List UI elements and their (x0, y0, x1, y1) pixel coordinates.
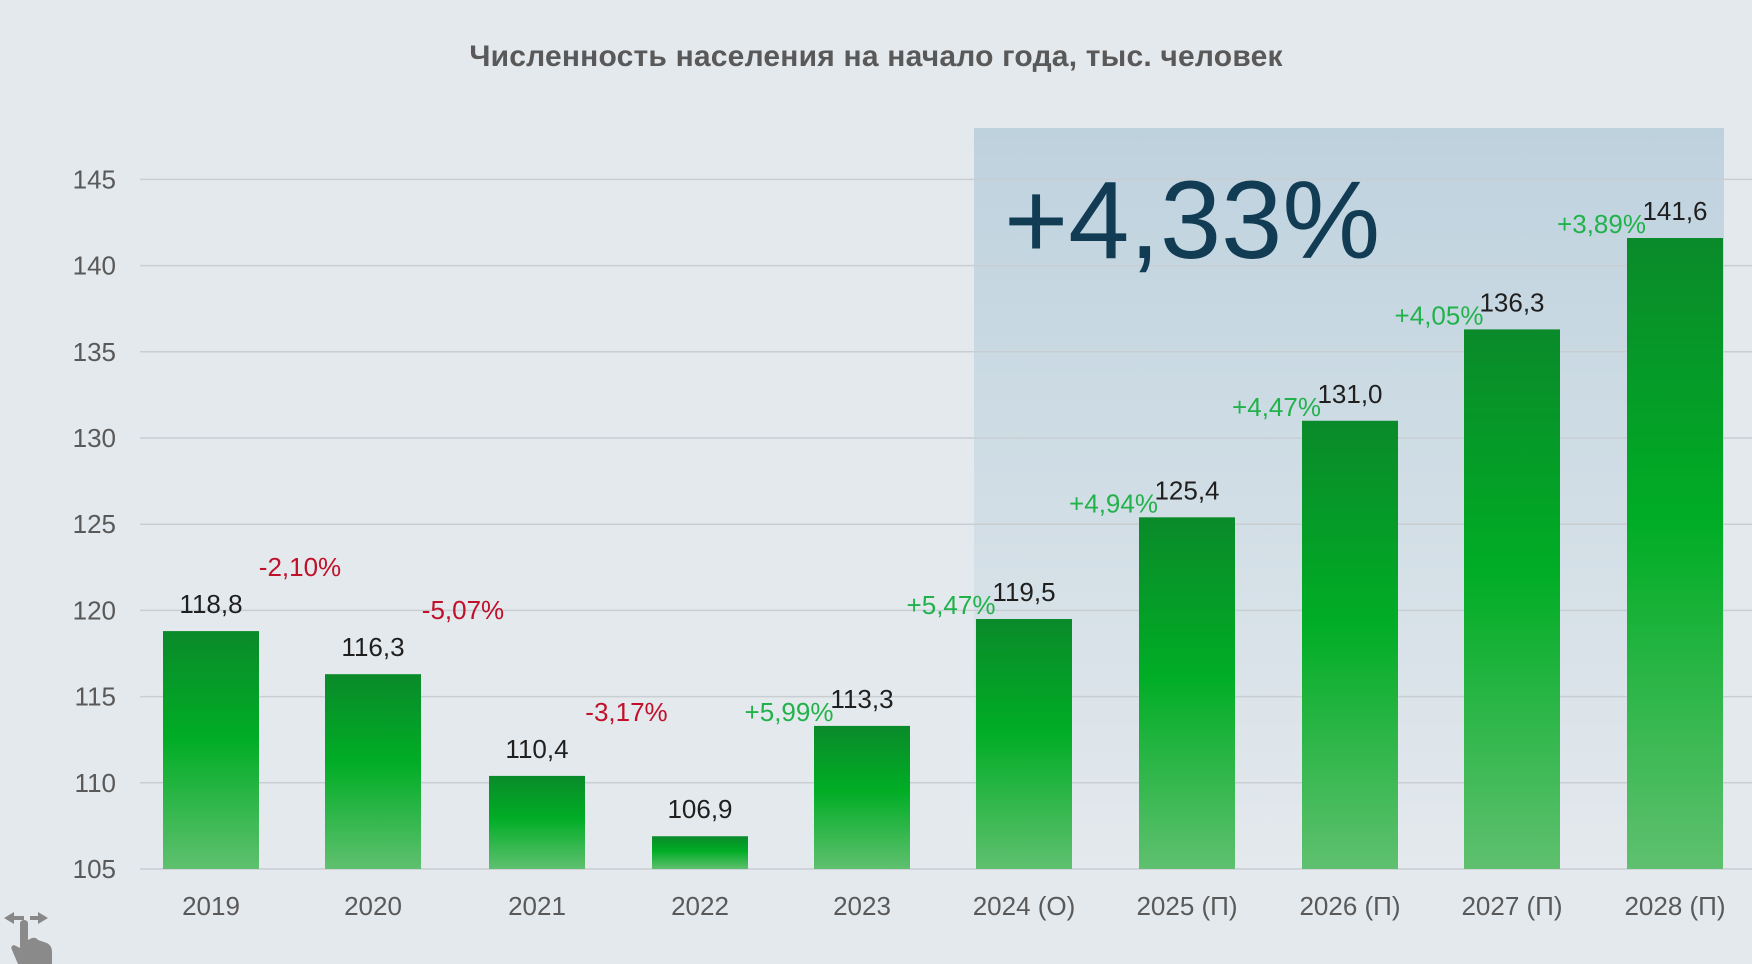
bar-value-label: 106,9 (667, 794, 732, 824)
swipe-hand-icon (4, 912, 53, 964)
bar (1627, 238, 1723, 870)
x-tick-label: 2024 (О) (973, 891, 1076, 921)
bar-value-label: 110,4 (505, 734, 568, 764)
change-percent-label: +4,05% (1395, 300, 1484, 330)
bar (814, 725, 910, 869)
y-tick-label: 130 (73, 423, 116, 453)
x-tick-label: 2022 (671, 891, 729, 921)
change-percent-label: -3,17% (585, 697, 667, 727)
bar-value-label: 136,3 (1479, 287, 1544, 317)
bar (1139, 517, 1235, 869)
bar-value-label: 118,8 (179, 589, 242, 619)
bar-value-label: 141,6 (1642, 196, 1707, 226)
bar-value-label: 116,3 (341, 632, 404, 662)
change-percent-label: +4,94% (1069, 488, 1158, 518)
x-tick-label: 2028 (П) (1624, 891, 1725, 921)
x-tick-label: 2021 (508, 891, 566, 921)
chart-title: Численность населения на начало года, ты… (469, 40, 1283, 73)
change-percent-label: +5,99% (745, 697, 834, 727)
y-tick-label: 140 (73, 251, 116, 281)
bar (1302, 420, 1398, 869)
bar (325, 674, 421, 869)
y-tick-label: 145 (73, 164, 116, 194)
y-tick-label: 120 (73, 595, 116, 625)
highlight-growth-label: +4,33% (1004, 159, 1380, 282)
y-tick-label: 110 (75, 768, 116, 798)
change-percent-label: -2,10% (259, 552, 341, 582)
bar-value-label: 131,0 (1317, 379, 1382, 409)
change-percent-label: +5,47% (907, 590, 996, 620)
bar (163, 631, 259, 869)
x-tick-label: 2026 (П) (1299, 891, 1400, 921)
bar (489, 775, 585, 869)
bar (976, 619, 1072, 869)
change-percent-label: +3,89% (1557, 209, 1646, 239)
x-tick-label: 2025 (П) (1136, 891, 1237, 921)
x-tick-label: 2023 (833, 891, 891, 921)
y-tick-label: 105 (73, 854, 116, 884)
bar (1464, 329, 1560, 869)
y-tick-label: 125 (73, 509, 116, 539)
x-tick-label: 2020 (344, 891, 402, 921)
bar-value-label: 119,5 (992, 577, 1055, 607)
y-tick-label: 135 (73, 337, 116, 367)
bar-value-label: 125,4 (1154, 475, 1219, 505)
bar (652, 836, 748, 869)
y-tick-label: 115 (75, 682, 116, 712)
bar-value-label: 113,3 (830, 684, 893, 714)
x-tick-label: 2019 (182, 891, 240, 921)
change-percent-label: -5,07% (422, 595, 504, 625)
x-tick-label: 2027 (П) (1461, 891, 1562, 921)
change-percent-label: +4,47% (1232, 392, 1321, 422)
